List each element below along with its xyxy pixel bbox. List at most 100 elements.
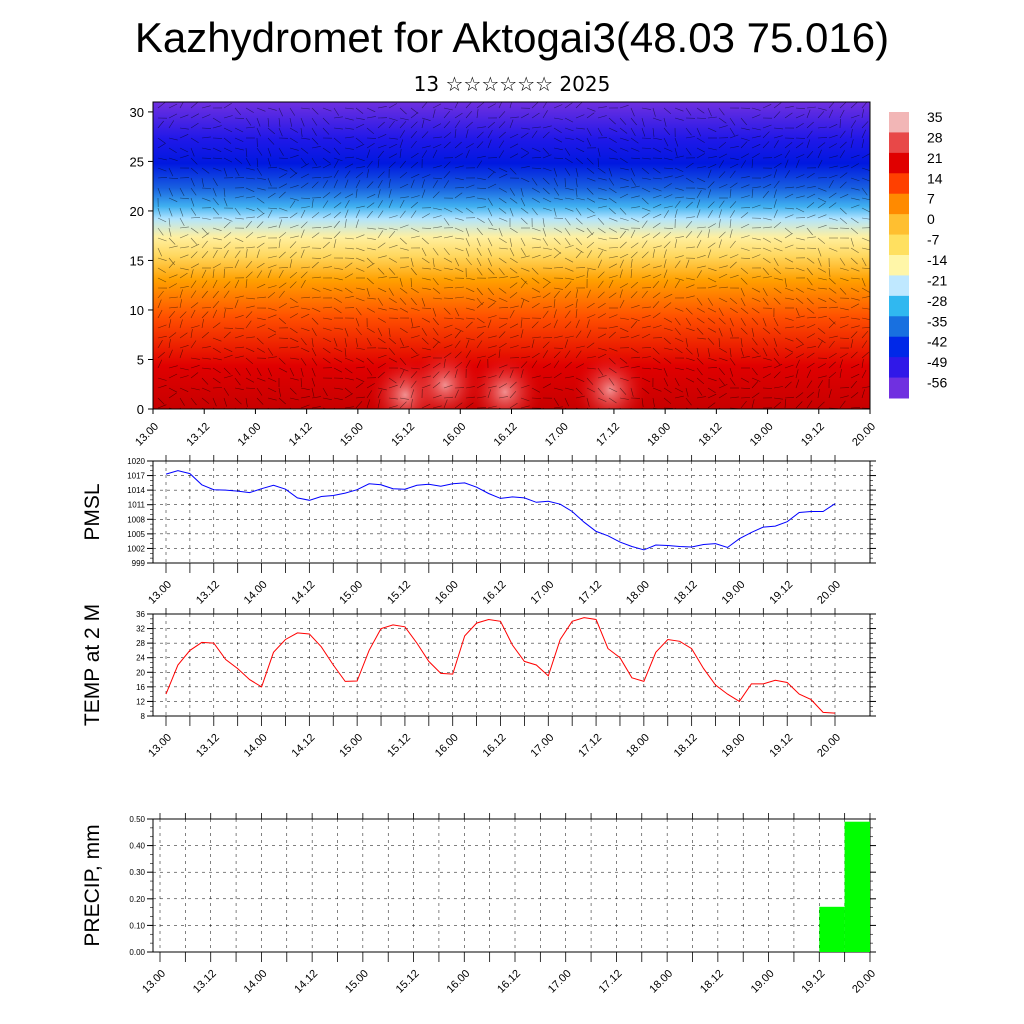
- wind-barb: [179, 197, 190, 200]
- wind-barb: [564, 245, 574, 249]
- wind-barb: [487, 257, 492, 267]
- wind-barb: [795, 359, 800, 369]
- wind-barb: [542, 207, 552, 211]
- wind-barb: [575, 187, 578, 197]
- wind-barb: [828, 134, 838, 139]
- wind-barb: [201, 177, 204, 187]
- wind-barb: [256, 270, 263, 279]
- wind-barb: [674, 377, 680, 387]
- wind-barb: [542, 177, 550, 185]
- wind-barb: [234, 157, 243, 164]
- wind-barb: [663, 302, 672, 309]
- wind-barb: [454, 141, 462, 149]
- wind-barb: [278, 397, 286, 405]
- wind-barb: [751, 297, 761, 302]
- wind-barb: [190, 227, 199, 234]
- wind-barb: [674, 260, 681, 269]
- wind-barb: [190, 357, 200, 360]
- wind-barb: [575, 407, 580, 409]
- wind-barb: [641, 356, 651, 359]
- wind-barb: [586, 112, 595, 119]
- wind-barb: [619, 269, 623, 279]
- wind-barb: [355, 377, 365, 382]
- wind-barb: [795, 237, 805, 241]
- wind-barb: [861, 139, 865, 149]
- wind-barb: [498, 121, 506, 129]
- wind-barb: [212, 322, 221, 329]
- wind-barb: [597, 367, 604, 376]
- wind-barb: [608, 357, 616, 365]
- wind-barb: [267, 397, 277, 401]
- wind-barb: [245, 207, 255, 212]
- wind-barb: [520, 127, 530, 130]
- wind-barb: [641, 157, 651, 160]
- wind-barb: [630, 137, 639, 144]
- wind-barb: [861, 340, 868, 349]
- wind-barb: [652, 249, 655, 259]
- wind-barb: [685, 231, 693, 239]
- wind-barb: [311, 327, 317, 336]
- wind-barb: [168, 245, 178, 249]
- wind-barb: [234, 387, 244, 390]
- wind-barb: [498, 111, 506, 119]
- wind-barb: [278, 346, 288, 349]
- wind-barb: [674, 395, 684, 399]
- wind-barb: [300, 337, 307, 346]
- wind-barb: [696, 153, 705, 159]
- x-tick-label: 18.12: [672, 732, 700, 760]
- wind-barb: [850, 277, 860, 280]
- wind-barb: [432, 180, 438, 189]
- wind-barb: [707, 307, 717, 313]
- wind-barb: [289, 313, 298, 319]
- wind-barb: [729, 317, 734, 327]
- wind-barb: [564, 147, 571, 156]
- wind-barb: [740, 141, 748, 149]
- wind-barb: [322, 213, 332, 219]
- wind-barb: [597, 106, 607, 109]
- wind-barb: [267, 209, 273, 219]
- colorbar-label: -42: [927, 334, 947, 350]
- wind-barb: [564, 350, 571, 359]
- wind-barb: [410, 227, 420, 233]
- wind-barb: [850, 297, 860, 301]
- wind-barb: [586, 289, 591, 299]
- wind-barb: [773, 317, 779, 327]
- wind-barb: [663, 249, 667, 259]
- wind-barb: [707, 337, 715, 345]
- wind-barb: [586, 241, 595, 249]
- wind-barb: [828, 317, 836, 325]
- wind-barb: [707, 297, 714, 306]
- wind-barb: [344, 347, 347, 357]
- wind-barb: [377, 144, 387, 149]
- wind-barb: [256, 387, 263, 396]
- wind-barb: [784, 257, 794, 263]
- wind-barb: [377, 371, 385, 379]
- wind-barb: [355, 366, 365, 369]
- wind-barb: [454, 187, 465, 189]
- x-tick-label: 20.00: [815, 732, 843, 760]
- x-tick-label: 15.12: [394, 968, 422, 996]
- wind-barb: [553, 127, 562, 133]
- wind-barb: [619, 387, 627, 395]
- wind-barb: [432, 177, 443, 180]
- wind-barb: [817, 247, 822, 257]
- wind-barb: [366, 202, 375, 209]
- wind-barb: [729, 274, 739, 279]
- wind-barb: [168, 157, 178, 161]
- x-tick-label: 19.12: [767, 579, 795, 607]
- wind-barb: [553, 177, 558, 187]
- wind-barb: [157, 290, 164, 299]
- wind-barb: [179, 375, 189, 379]
- wind-barb: [531, 397, 542, 399]
- wind-barb: [498, 331, 506, 339]
- wind-barb: [630, 206, 640, 209]
- wind-barb: [344, 179, 349, 189]
- wind-barb: [399, 237, 407, 245]
- wind-barb: [729, 146, 739, 149]
- wind-barb: [828, 306, 839, 309]
- wind-barb: [784, 396, 795, 399]
- y-tick-label: 1020: [127, 457, 145, 466]
- wind-barb: [861, 359, 864, 369]
- wind-barb: [377, 387, 387, 391]
- wind-barb: [641, 212, 650, 219]
